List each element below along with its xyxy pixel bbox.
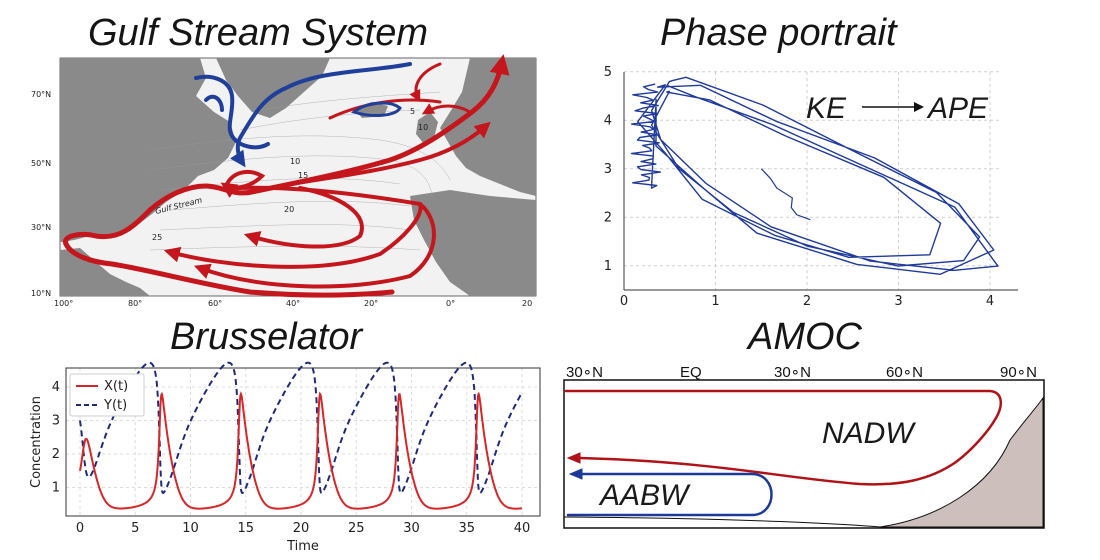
- contour-label: 5: [410, 107, 415, 116]
- map-lat-label: 70°N: [31, 90, 51, 99]
- phase-x-tick: 4: [986, 294, 994, 309]
- contour-label: 10: [418, 123, 428, 132]
- map-lon-label: 80°: [128, 299, 142, 308]
- map-lon-label: 100°: [54, 299, 73, 308]
- brusselator-grid: [66, 368, 540, 516]
- series-x-line: [79, 391, 523, 510]
- amoc-seafloor-line: [563, 516, 881, 528]
- bru-x-tick: 10: [182, 521, 199, 536]
- legend-y-label: Y(t): [103, 398, 127, 413]
- cold-currents: [194, 62, 412, 168]
- phase-x-tick: 1: [711, 294, 719, 309]
- brusselator-x-label: Time: [286, 539, 319, 554]
- gulf-stream-title: Gulf Stream System: [88, 12, 428, 54]
- amoc-title: AMOC: [748, 316, 862, 358]
- brusselator-frame: [65, 367, 541, 517]
- nadw-label-box: [772, 410, 994, 454]
- ke-label: KE: [806, 92, 847, 125]
- map-land-north-america: [60, 58, 236, 242]
- bru-y-tick: 3: [52, 414, 60, 429]
- amoc-lat-label: 30∘N: [774, 364, 811, 381]
- contour-label: 10: [290, 157, 300, 166]
- legend-x-label: X(t): [104, 379, 128, 394]
- nadw-label: NADW: [822, 417, 916, 450]
- contour-label: 20: [284, 205, 294, 214]
- map-lon-label: 0°: [446, 299, 455, 308]
- amoc-topography: [879, 396, 1044, 528]
- contour-label: 25: [152, 233, 162, 242]
- phase-y-tick: 5: [604, 65, 612, 80]
- map-land-uk: [416, 112, 438, 144]
- ke-ape-arrowhead: [914, 102, 924, 112]
- phase-y-tick: 2: [604, 210, 612, 225]
- phase-portrait-title: Phase portrait: [660, 12, 897, 54]
- amoc-lat-label: EQ: [680, 364, 702, 381]
- brusselator-legend: X(t) Y(t): [69, 373, 145, 417]
- amoc-lat-label: 90∘N: [1000, 364, 1037, 381]
- aabw-loop: [566, 472, 773, 517]
- ape-label: APE: [926, 92, 989, 125]
- phase-transient: [760, 168, 811, 221]
- bru-x-tick: 0: [76, 521, 84, 536]
- series-y-line: [79, 361, 523, 495]
- phase-y-tick: 3: [604, 162, 612, 177]
- amoc-lat-label: 60∘N: [886, 364, 923, 381]
- map-land-africa: [410, 190, 536, 296]
- amoc-lat-label: 30∘N: [566, 364, 603, 381]
- map-land-greenland: [216, 58, 330, 118]
- bru-y-tick: 2: [52, 447, 60, 462]
- bru-x-tick: 15: [237, 521, 254, 536]
- phase-y-tick: 4: [604, 113, 612, 128]
- amoc-circulation: [564, 389, 1003, 517]
- map-lat-label: 10°N: [31, 289, 51, 298]
- nadw-upper-branch: [564, 389, 1003, 464]
- phase-trajectory: [630, 76, 999, 275]
- bru-x-tick: 35: [458, 521, 475, 536]
- bru-x-tick: 20: [293, 521, 310, 536]
- phase-x-tick: 0: [620, 294, 628, 309]
- map-lon-label: 60°: [208, 299, 222, 308]
- phase-y-tick: 1: [604, 259, 612, 274]
- map-lat-label: 30°N: [31, 223, 51, 232]
- map-lon-label: 40°: [286, 299, 300, 308]
- contour-label: 15: [298, 171, 308, 180]
- bru-x-tick: 25: [348, 521, 365, 536]
- bru-y-tick: 4: [52, 380, 60, 395]
- brusselator-title: Brusselator: [170, 316, 363, 358]
- nadw-lower-branch: [578, 456, 958, 486]
- bru-y-tick: 1: [52, 481, 60, 496]
- map-lat-label: 50°N: [31, 159, 51, 168]
- map-lon-label: 20: [522, 299, 532, 308]
- nadw-arrowhead: [566, 452, 581, 464]
- aabw-label: AABW: [598, 479, 691, 512]
- brusselator-y-label: Concentration: [29, 396, 44, 488]
- aabw-arrowhead: [568, 468, 583, 480]
- bru-x-tick: 40: [514, 521, 531, 536]
- bru-x-tick: 5: [131, 521, 139, 536]
- phase-x-tick: 3: [894, 294, 902, 309]
- map-lon-label: 20°: [364, 299, 378, 308]
- phase-grid: [624, 71, 1000, 290]
- warm-currents: [62, 54, 510, 298]
- phase-x-tick: 2: [803, 294, 811, 309]
- bru-x-tick: 30: [403, 521, 420, 536]
